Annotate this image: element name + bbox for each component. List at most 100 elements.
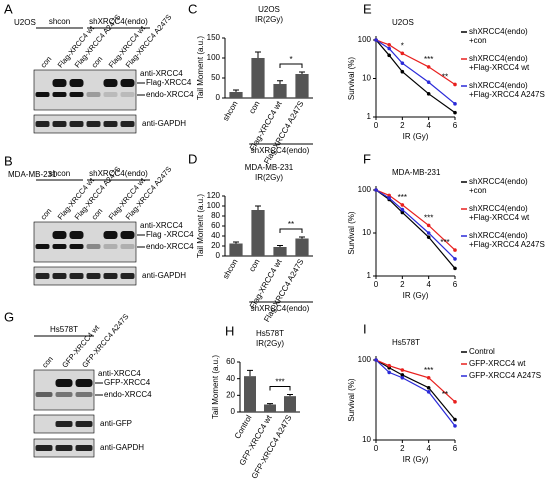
blot xyxy=(33,266,137,286)
band-label: Flag -XRCC4 xyxy=(146,230,194,239)
lane-label: con xyxy=(39,207,54,222)
y-tick-label: 10 xyxy=(362,435,371,444)
point xyxy=(387,370,391,375)
significance: *** xyxy=(424,366,433,375)
band xyxy=(35,392,53,397)
legend-label: shXRCC4(endo) +con xyxy=(469,177,528,195)
chart-title: U2OS xyxy=(258,5,280,14)
panel-letter: E xyxy=(363,1,372,16)
panel-letter: H xyxy=(225,323,234,338)
point xyxy=(400,203,405,207)
series-line xyxy=(375,189,456,269)
band xyxy=(69,231,84,239)
blot xyxy=(33,114,137,134)
point xyxy=(426,223,431,228)
bar xyxy=(295,238,309,256)
band xyxy=(35,445,53,451)
panel-letter: B xyxy=(4,153,13,168)
point xyxy=(387,53,391,58)
band-label: anti-GAPDH xyxy=(100,443,144,452)
error-bar xyxy=(255,51,261,58)
error-bar xyxy=(277,245,283,247)
point xyxy=(426,375,431,380)
y-axis-label: Survival (%) xyxy=(347,57,356,100)
lane-label: con xyxy=(90,55,105,70)
point xyxy=(387,43,391,47)
significance: ** xyxy=(442,73,448,82)
y-tick-label: 80 xyxy=(211,211,220,220)
band xyxy=(52,79,67,87)
panel-letter: D xyxy=(188,151,197,166)
point xyxy=(426,235,431,239)
y-tick-label: 100 xyxy=(207,53,221,62)
band xyxy=(52,273,67,279)
y-tick-label: 1 xyxy=(367,112,372,121)
point xyxy=(400,51,405,56)
group-label: shcon xyxy=(49,17,70,26)
legend-label: shXRCC4(endo) +con xyxy=(469,27,528,45)
band xyxy=(103,79,118,87)
band xyxy=(86,121,101,127)
x-axis-label: IR (Gy) xyxy=(403,291,429,300)
cell-line: MDA-MB-231 xyxy=(8,170,57,179)
significance: *** xyxy=(424,55,433,64)
point xyxy=(453,248,457,252)
point xyxy=(400,61,405,65)
band-label: endo-XRCC4 xyxy=(146,242,194,251)
band xyxy=(69,244,84,249)
x-tick-label: 4 xyxy=(426,121,431,130)
significance: ** xyxy=(442,390,448,399)
bar xyxy=(264,404,276,412)
band xyxy=(120,121,135,127)
band xyxy=(69,79,84,87)
band xyxy=(75,392,93,397)
group-label: shXRCC4(endo) xyxy=(89,17,148,26)
band xyxy=(35,92,50,97)
point xyxy=(426,80,431,85)
error-bar xyxy=(233,89,239,92)
x-tick-label: 4 xyxy=(426,280,431,289)
band xyxy=(86,273,101,279)
band xyxy=(69,273,84,279)
y-axis-label: Survival (%) xyxy=(347,378,356,421)
y-tick-label: 10 xyxy=(362,228,371,237)
significance-bracket xyxy=(279,63,303,68)
x-tick-label: Flag-XRCC4 A247S xyxy=(262,100,305,166)
point xyxy=(387,363,391,368)
chart-title: U2OS xyxy=(392,18,414,27)
y-axis-label: Tail Moment (a.u.) xyxy=(196,36,205,100)
point xyxy=(400,375,405,380)
point xyxy=(453,417,457,422)
point xyxy=(400,207,405,212)
band xyxy=(52,121,67,127)
panel-letter: F xyxy=(363,151,371,166)
x-tick-label: shcon xyxy=(221,258,239,281)
y-tick-label: 50 xyxy=(211,73,220,82)
band-label: endo-XRCC4 xyxy=(104,390,152,399)
significance: * xyxy=(289,55,292,64)
band xyxy=(103,92,118,97)
legend-label: shXRCC4(endo) +Flag-XRCC4 A247S xyxy=(469,81,545,99)
y-tick-label: 1 xyxy=(367,271,372,280)
point xyxy=(426,385,431,390)
x-tick-label: 2 xyxy=(400,280,405,289)
bar xyxy=(244,376,256,412)
point xyxy=(387,196,391,200)
bar xyxy=(251,210,265,256)
band-label: anti-XRCC4 xyxy=(98,369,141,378)
y-tick-label: 100 xyxy=(358,355,372,364)
bar xyxy=(251,58,265,98)
x-tick-label: con xyxy=(247,100,261,116)
point xyxy=(374,38,378,42)
significance: *** xyxy=(398,193,407,202)
blot xyxy=(33,69,137,111)
point xyxy=(453,102,457,106)
band-label: endo-XRCC4 xyxy=(146,90,194,99)
group-label: shcon xyxy=(49,169,70,178)
panel-letter: C xyxy=(188,1,197,16)
blot xyxy=(33,221,137,263)
point xyxy=(453,110,457,115)
band xyxy=(52,231,67,239)
band xyxy=(52,92,67,97)
legend-label: shXRCC4(endo) +Flag-XRCC4 wt xyxy=(469,54,530,72)
